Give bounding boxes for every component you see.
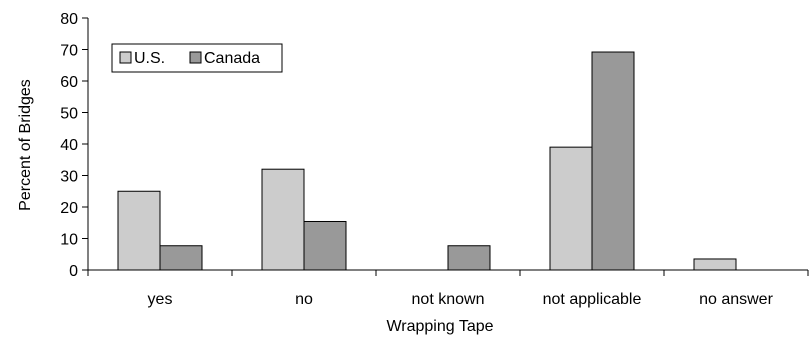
legend-swatch-canada [189, 51, 202, 64]
y-tick-label: 40 [60, 137, 78, 154]
y-tick-label: 0 [69, 263, 78, 280]
bar-us-not-applicable [549, 146, 593, 271]
bar-canada-not-applicable [591, 51, 635, 271]
x-tick-label: not known [412, 291, 485, 308]
bar-canada-no [303, 220, 347, 271]
y-axis-title: Percent of Bridges [17, 79, 34, 211]
x-tick-label: no answer [699, 291, 773, 308]
x-tick-label: no [295, 291, 313, 308]
y-tick-label: 10 [60, 232, 78, 249]
bar-canada-yes [159, 245, 203, 271]
legend-label-canada: Canada [204, 50, 260, 67]
y-tick-label: 70 [60, 43, 78, 60]
x-tick-label: yes [148, 291, 173, 308]
x-axis-ticks: yes no not known not applicable no answer [87, 270, 809, 308]
y-tick-label: 60 [60, 74, 78, 91]
bar-us-yes [117, 190, 161, 271]
bar-canada-not-known [447, 245, 491, 271]
legend-label-us: U.S. [134, 50, 165, 67]
legend-swatch-us [119, 51, 132, 64]
bar-us-no [261, 168, 305, 271]
x-axis-title: Wrapping Tape [386, 318, 493, 335]
y-tick-label: 80 [60, 11, 78, 28]
y-axis-ticks: 0 10 20 30 40 50 60 70 80 [60, 11, 88, 280]
y-tick-label: 20 [60, 200, 78, 217]
bars [117, 51, 737, 271]
y-tick-label: 50 [60, 106, 78, 123]
legend: U.S. Canada [111, 43, 283, 73]
bar-us-no-answer [693, 258, 737, 271]
x-tick-label: not applicable [543, 291, 642, 308]
y-tick-label: 30 [60, 169, 78, 186]
